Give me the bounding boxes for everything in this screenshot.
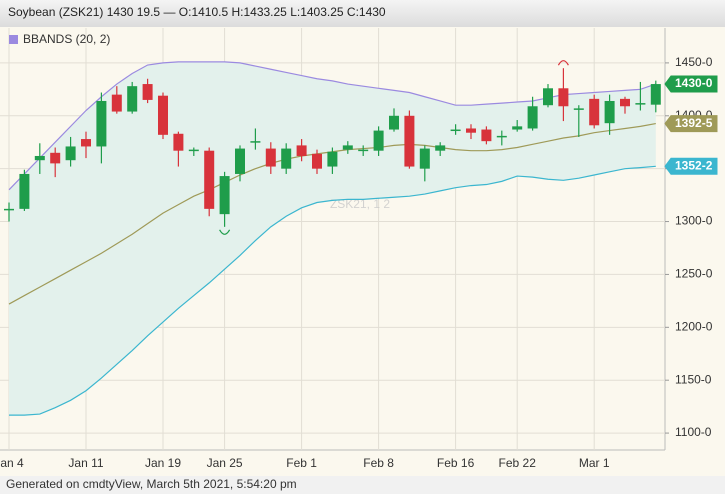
candle-body	[142, 84, 153, 100]
price-tag	[664, 115, 718, 133]
header-bar	[0, 0, 725, 27]
candle-body	[358, 149, 369, 152]
x-tick-label: Jan 25	[207, 456, 243, 470]
y-tick-label: 1450-0	[675, 55, 713, 69]
x-tick-label: Jan 19	[145, 456, 181, 470]
price-tag	[664, 157, 718, 175]
candle-body	[127, 86, 138, 112]
candle-body	[19, 173, 30, 209]
x-tick-label: Jan 11	[68, 456, 103, 470]
candle-body	[312, 153, 322, 169]
candle-body	[404, 115, 415, 167]
candle-body	[635, 103, 646, 105]
candle-body	[96, 100, 107, 147]
y-tick-label: 1300-0	[675, 214, 713, 228]
candle-body	[327, 151, 338, 167]
candle-body	[65, 146, 76, 161]
candle-body	[466, 128, 476, 133]
candle-body	[512, 126, 523, 130]
price-tag	[664, 75, 718, 93]
candle-body	[81, 139, 91, 147]
candle-body	[496, 135, 507, 138]
candle-body	[604, 100, 615, 124]
footer-bar	[0, 476, 725, 494]
candle-body	[389, 115, 399, 130]
legend-label: BBANDS (20, 2)	[23, 32, 110, 46]
candle-body	[527, 106, 538, 129]
candle-body	[296, 145, 307, 156]
candle-body	[573, 108, 584, 110]
candle-body	[435, 145, 446, 151]
low-marker	[219, 229, 231, 235]
candle-body	[543, 88, 553, 106]
candle-body	[158, 95, 168, 135]
candle-body	[250, 141, 261, 143]
footer: Generated on cmdtyView, March 5th 2021, …	[6, 477, 297, 491]
candle-body	[34, 155, 45, 161]
candle-body	[281, 148, 292, 169]
y-tick-label: 1100-0	[675, 425, 712, 439]
high-marker	[557, 60, 569, 66]
y-tick-label: 1200-0	[675, 319, 713, 333]
candle-body	[342, 145, 353, 150]
y-tick-label: 1250-0	[675, 267, 713, 281]
candle-body	[111, 94, 122, 112]
candle-body	[558, 88, 569, 107]
price-tag-label: 1430-0	[675, 76, 713, 90]
plot-area: ZSK21, 1 2	[0, 28, 665, 450]
candle-body	[219, 176, 230, 215]
candle-body	[50, 152, 61, 164]
price-tag-label: 1392-5	[675, 116, 713, 130]
candle-body	[620, 98, 630, 107]
candle-body	[589, 98, 600, 126]
x-tick-label: Feb 1	[286, 456, 317, 470]
candle-body	[650, 84, 661, 105]
x-tick-label: Mar 1	[579, 456, 610, 470]
candle-body	[450, 129, 461, 132]
x-tick-label: Jan 4	[0, 456, 24, 470]
x-tick-label: Feb 22	[499, 456, 537, 470]
candle-body	[373, 130, 384, 151]
candle-body	[204, 150, 215, 209]
chart-title: Soybean (ZSK21) 1430 19.5 — O:1410.5 H:1…	[8, 5, 386, 19]
price-tag-label: 1352-2	[675, 158, 713, 172]
band-line	[9, 165, 656, 416]
candle-body	[235, 148, 245, 174]
candle-body	[4, 208, 14, 211]
candle-body	[481, 129, 492, 142]
legend-swatch	[9, 35, 18, 44]
x-axis-area	[0, 450, 725, 476]
x-tick-label: Feb 16	[437, 456, 475, 470]
y-tick-label: 1150-0	[675, 372, 712, 386]
watermark: ZSK21, 1 2	[330, 197, 390, 211]
x-tick-label: Feb 8	[363, 456, 394, 470]
candle-body	[173, 133, 184, 151]
candle-body	[265, 148, 276, 167]
candle-body	[188, 149, 199, 152]
candle-body	[419, 148, 430, 169]
